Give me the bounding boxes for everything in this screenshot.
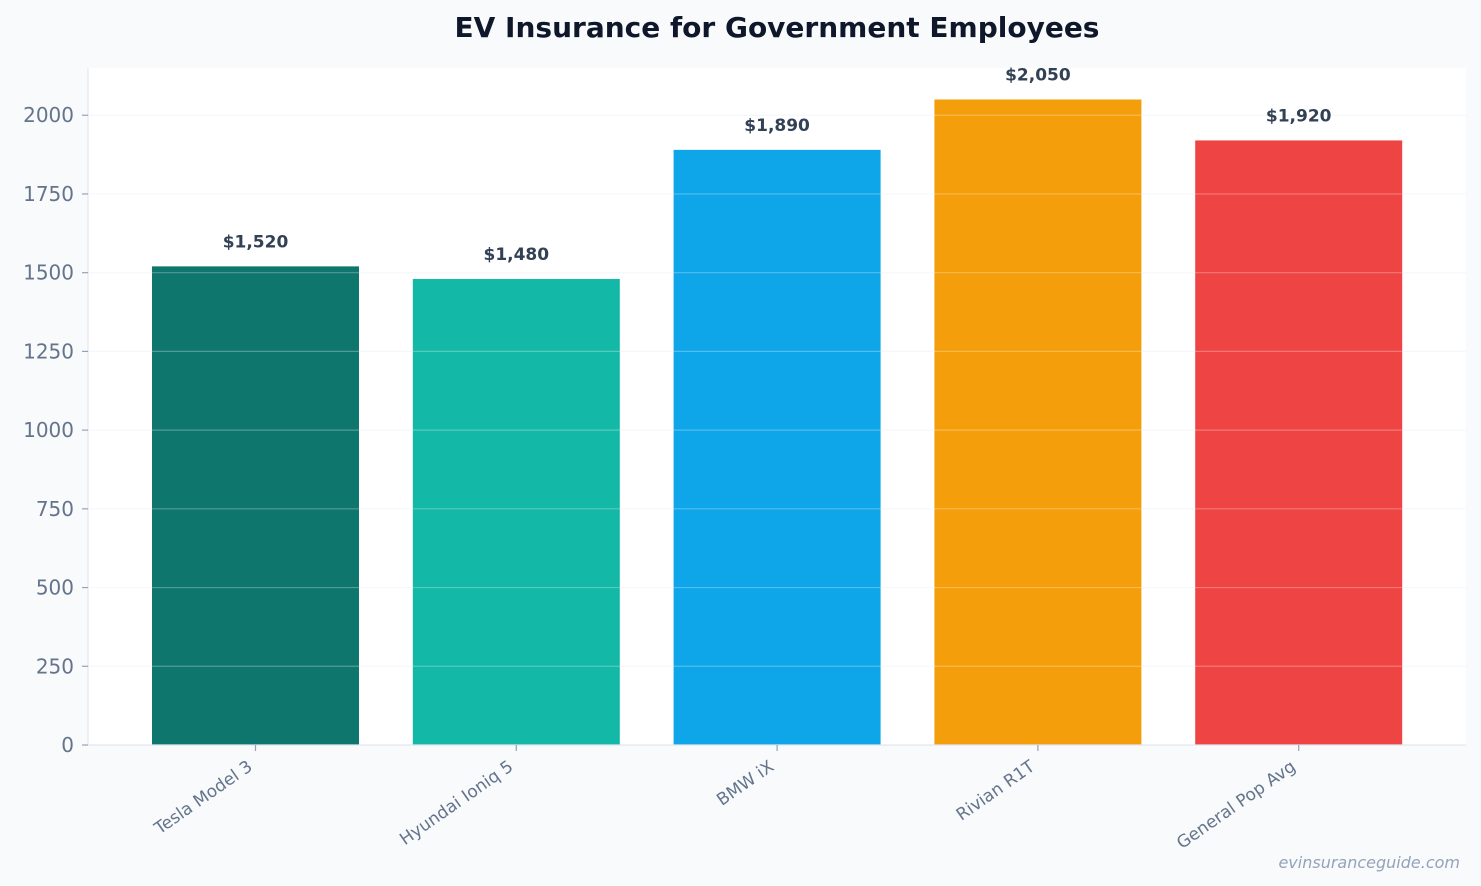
- x-tick-label: Hyundai Ioniq 5: [396, 757, 517, 850]
- y-tick-label: 750: [36, 497, 74, 521]
- bar-gridline-overlay: [88, 114, 1466, 667]
- watermark: evinsuranceguide.com: [1278, 853, 1460, 872]
- value-label: $1,480: [483, 245, 549, 265]
- value-label: $2,050: [1005, 65, 1071, 85]
- value-label: $1,520: [223, 232, 289, 252]
- x-tick-label: General Pop Avg: [1173, 757, 1299, 854]
- y-tick-label: 1750: [23, 182, 74, 206]
- y-tick-label: 0: [61, 733, 74, 757]
- value-label: $1,920: [1266, 106, 1332, 126]
- x-tick-label: BMW iX: [713, 757, 778, 811]
- chart-title: EV Insurance for Government Employees: [455, 11, 1100, 44]
- y-tick-label: 1500: [23, 261, 74, 285]
- value-labels: $1,520 $1,480 $1,890 $2,050 $1,920: [223, 65, 1332, 264]
- y-tick-label: 500: [36, 576, 74, 600]
- y-tick-label: 1250: [23, 339, 74, 363]
- bar: [673, 149, 881, 746]
- y-tick-label: 1000: [23, 418, 74, 442]
- bar: [152, 266, 359, 745]
- x-axis-ticks: Tesla Model 3 Hyundai Ioniq 5 BMW iX Rivian…: [150, 745, 1300, 854]
- bar: [1195, 140, 1403, 746]
- bar: [412, 278, 620, 745]
- y-axis-ticks: 0 250 500 750 1000 1250 1500 1750 2000: [23, 103, 88, 757]
- bar: [934, 99, 1142, 745]
- y-tick-label: 250: [36, 654, 74, 678]
- value-label: $1,890: [744, 116, 810, 136]
- bars: [152, 99, 1403, 746]
- x-tick-label: Rivian R1T: [953, 756, 1039, 825]
- x-tick-label: Tesla Model 3: [150, 757, 256, 840]
- y-tick-label: 2000: [23, 103, 74, 127]
